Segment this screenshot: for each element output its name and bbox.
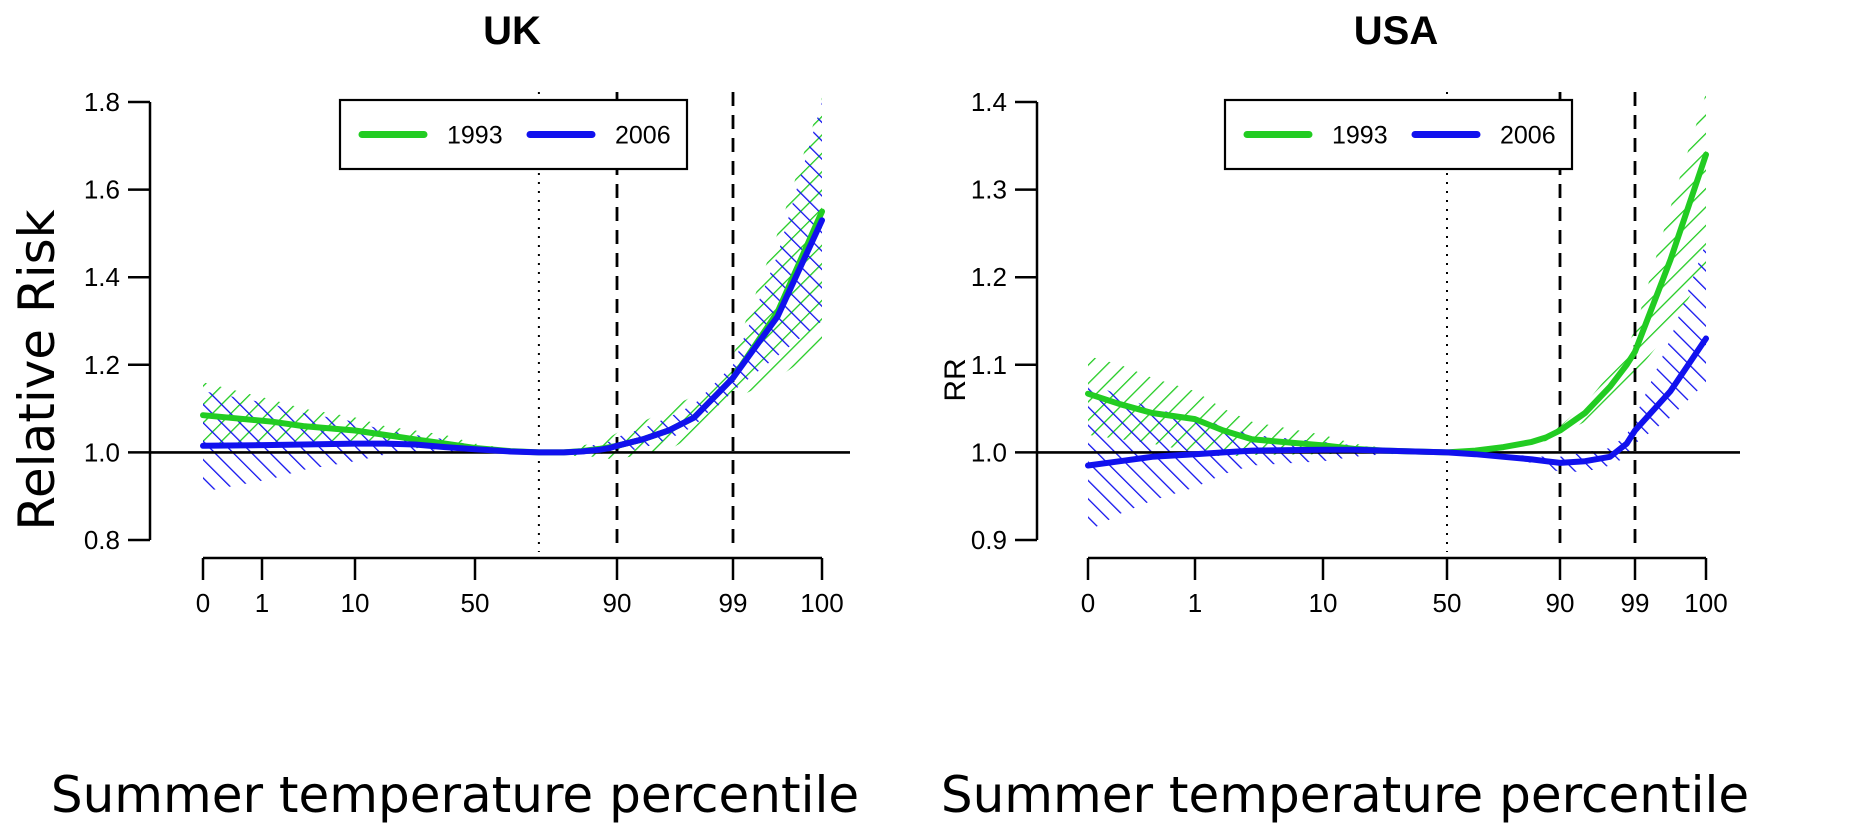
series-line-1993 bbox=[1085, 151, 1709, 456]
chart-title-usa: USA bbox=[1354, 9, 1438, 53]
uk-panel: UK 0.8 1.0 1.2 1.4 1.6 1.8 0 1 10 50 90 99 100 1993… bbox=[8, 9, 859, 824]
legend-label: 1993 bbox=[447, 122, 503, 150]
y-tick-label: 1.6 bbox=[84, 175, 120, 205]
y-tick-label: 1.8 bbox=[84, 87, 120, 117]
series-line-2006 bbox=[1085, 335, 1709, 469]
y-tick-label: 1.0 bbox=[971, 437, 1007, 467]
x-tick-label: 1 bbox=[255, 588, 269, 618]
x-tick-label: 90 bbox=[1546, 588, 1575, 618]
usa-series-lines bbox=[1085, 151, 1709, 469]
y-axis-label-usa: RR bbox=[939, 358, 972, 401]
usa-y-axis: 0.9 1.0 1.1 1.2 1.3 1.4 bbox=[971, 87, 1039, 555]
x-tick-label: 1 bbox=[1188, 588, 1202, 618]
y-axis-label-uk: Relative Risk bbox=[8, 209, 66, 530]
legend-label: 2006 bbox=[1500, 122, 1556, 150]
x-tick-label: 50 bbox=[1433, 588, 1462, 618]
legend-label: 1993 bbox=[1332, 122, 1388, 150]
uk-legend: 1993 2006 bbox=[338, 98, 689, 171]
x-tick-label: 10 bbox=[341, 588, 370, 618]
x-tick-label: 50 bbox=[461, 588, 490, 618]
x-axis-label-uk: Summer temperature percentile bbox=[51, 766, 859, 824]
usa-legend: 1993 2006 bbox=[1223, 98, 1574, 171]
y-tick-label: 0.8 bbox=[84, 525, 120, 555]
x-tick-label: 10 bbox=[1309, 588, 1338, 618]
series-line-2006 bbox=[200, 217, 825, 456]
y-tick-label: 0.9 bbox=[971, 525, 1007, 555]
uk-y-axis: 0.8 1.0 1.2 1.4 1.6 1.8 bbox=[84, 87, 152, 555]
y-tick-label: 1.2 bbox=[84, 350, 120, 380]
x-tick-label: 100 bbox=[800, 588, 843, 618]
x-tick-label: 99 bbox=[1621, 588, 1650, 618]
y-tick-label: 1.1 bbox=[971, 350, 1007, 380]
usa-panel: USA 0.9 1.0 1.1 1.2 1.3 1.4 0 1 10 50 90 99 100 199… bbox=[939, 9, 1749, 824]
chart-title-uk: UK bbox=[483, 9, 541, 53]
x-tick-label: 0 bbox=[196, 588, 210, 618]
uk-x-axis: 0 1 10 50 90 99 100 bbox=[196, 556, 844, 618]
y-tick-label: 1.0 bbox=[84, 437, 120, 467]
uk-series-lines bbox=[200, 208, 825, 456]
legend-label: 2006 bbox=[615, 122, 671, 150]
y-tick-label: 1.3 bbox=[971, 175, 1007, 205]
y-tick-label: 1.2 bbox=[971, 262, 1007, 292]
x-tick-label: 90 bbox=[603, 588, 632, 618]
usa-x-axis: 0 1 10 50 90 99 100 bbox=[1081, 556, 1728, 618]
y-tick-label: 1.4 bbox=[971, 87, 1007, 117]
x-tick-label: 0 bbox=[1081, 588, 1095, 618]
x-tick-label: 99 bbox=[719, 588, 748, 618]
x-tick-label: 100 bbox=[1684, 588, 1727, 618]
y-tick-label: 1.4 bbox=[84, 262, 120, 292]
x-axis-label-usa: Summer temperature percentile bbox=[941, 766, 1749, 824]
